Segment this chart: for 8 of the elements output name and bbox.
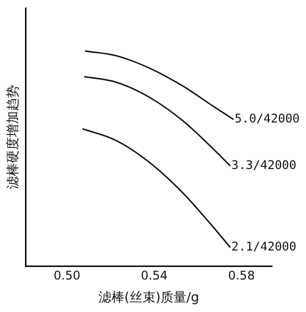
x-tick-label: 0.54 <box>140 268 168 282</box>
x-tick-label: 0.58 <box>228 268 255 282</box>
x-axis-title: 滤棒(丝束)质量/g <box>98 290 200 306</box>
series-label: 3.3/42000 <box>231 158 296 172</box>
x-tick-label: 0.50 <box>54 268 80 282</box>
series-label: 5.0/42000 <box>234 112 300 126</box>
series-label: 2.1/42000 <box>231 240 296 254</box>
y-axis-title: 滤棒硬度增加趋势 <box>5 85 22 189</box>
